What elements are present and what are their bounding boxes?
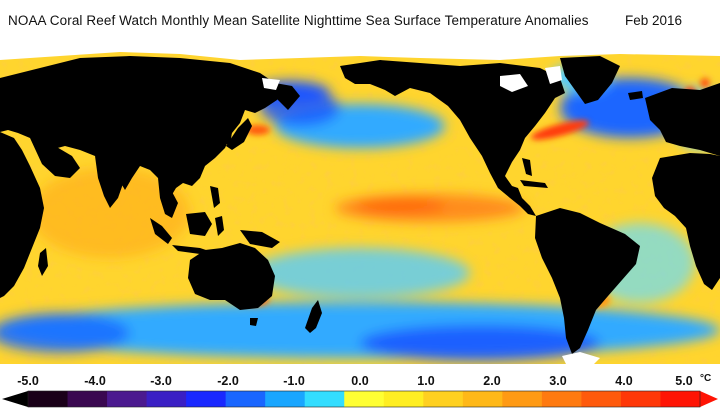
legend-tick: 0.0 <box>351 374 369 388</box>
legend-swatch <box>146 391 187 407</box>
land-florida <box>522 158 532 176</box>
ice-antarctic <box>0 364 720 372</box>
ice-arctic <box>0 38 720 60</box>
title-bar: NOAA Coral Reef Watch Monthly Mean Satel… <box>0 0 720 38</box>
legend-swatch <box>462 391 503 407</box>
sea-ice <box>0 38 720 372</box>
ice-baffin <box>545 66 562 84</box>
land-japan <box>226 118 252 150</box>
land-indochina <box>158 178 178 218</box>
land-north-america <box>340 60 565 216</box>
land-new-guinea <box>240 230 280 248</box>
legend-swatch <box>28 391 69 407</box>
legend-tick: 1.0 <box>417 374 435 388</box>
color-legend: -5.0 -4.0 -3.0 -2.0 -1.0 0.0 1.0 2.0 3.0… <box>0 372 720 411</box>
legend-tick: 2.0 <box>483 374 501 388</box>
legend-tick: 4.0 <box>615 374 633 388</box>
land-korea <box>224 130 232 146</box>
legend-tick: 3.0 <box>549 374 567 388</box>
land-south-america <box>535 208 640 354</box>
legend-swatch <box>107 391 148 407</box>
legend-swatch <box>581 391 622 407</box>
legend-swatch <box>383 391 424 407</box>
land-india <box>95 156 125 208</box>
land-cuba <box>520 180 548 188</box>
legend-tick: -5.0 <box>17 374 39 388</box>
legend-swatch <box>660 391 701 407</box>
land-africa-west <box>652 153 720 290</box>
legend-swatch <box>502 391 543 407</box>
land-philippines <box>210 186 220 208</box>
ice-okhotsk <box>262 78 280 90</box>
map-title: NOAA Coral Reef Watch Monthly Mean Satel… <box>8 13 589 28</box>
legend-swatch <box>225 391 266 407</box>
color-scale-bar <box>2 390 718 408</box>
land-greenland <box>560 56 620 104</box>
legend-tick: -4.0 <box>84 374 106 388</box>
land-africa-east <box>0 132 44 298</box>
legend-swatch <box>344 391 385 407</box>
legend-tick: 5.0 <box>675 374 693 388</box>
land-australia <box>188 243 275 310</box>
legend-arrow-high <box>700 391 718 407</box>
legend-swatch <box>265 391 306 407</box>
legend-swatch <box>304 391 345 407</box>
land-asia-west <box>0 56 280 198</box>
land-sumatra <box>150 218 172 244</box>
legend-swatch <box>620 391 661 407</box>
legend-tick: -3.0 <box>150 374 172 388</box>
legend-tick: -1.0 <box>283 374 305 388</box>
legend-arrow-low <box>2 391 28 407</box>
land-europe <box>645 83 720 156</box>
legend-swatch <box>423 391 464 407</box>
ice-hudson <box>500 74 528 92</box>
land-sulawesi <box>215 216 224 236</box>
sst-anomaly-map <box>0 38 720 372</box>
legend-tick: -2.0 <box>217 374 239 388</box>
land-borneo <box>186 212 212 236</box>
land-new-zealand <box>305 300 322 333</box>
legend-outline <box>27 390 701 408</box>
legend-swatch <box>541 391 582 407</box>
legend-swatch <box>67 391 108 407</box>
land-arabia <box>30 138 80 178</box>
land-madagascar <box>38 248 48 276</box>
map-date: Feb 2016 <box>624 13 682 28</box>
land-java <box>172 245 212 254</box>
land-masses <box>0 56 720 354</box>
land-kamchatka <box>275 83 300 110</box>
land-tasmania <box>250 318 258 326</box>
land-iceland <box>628 91 643 100</box>
legend-unit: °C <box>700 373 712 384</box>
world-map <box>0 38 720 372</box>
land-uk <box>656 100 670 122</box>
legend-swatch <box>186 391 227 407</box>
